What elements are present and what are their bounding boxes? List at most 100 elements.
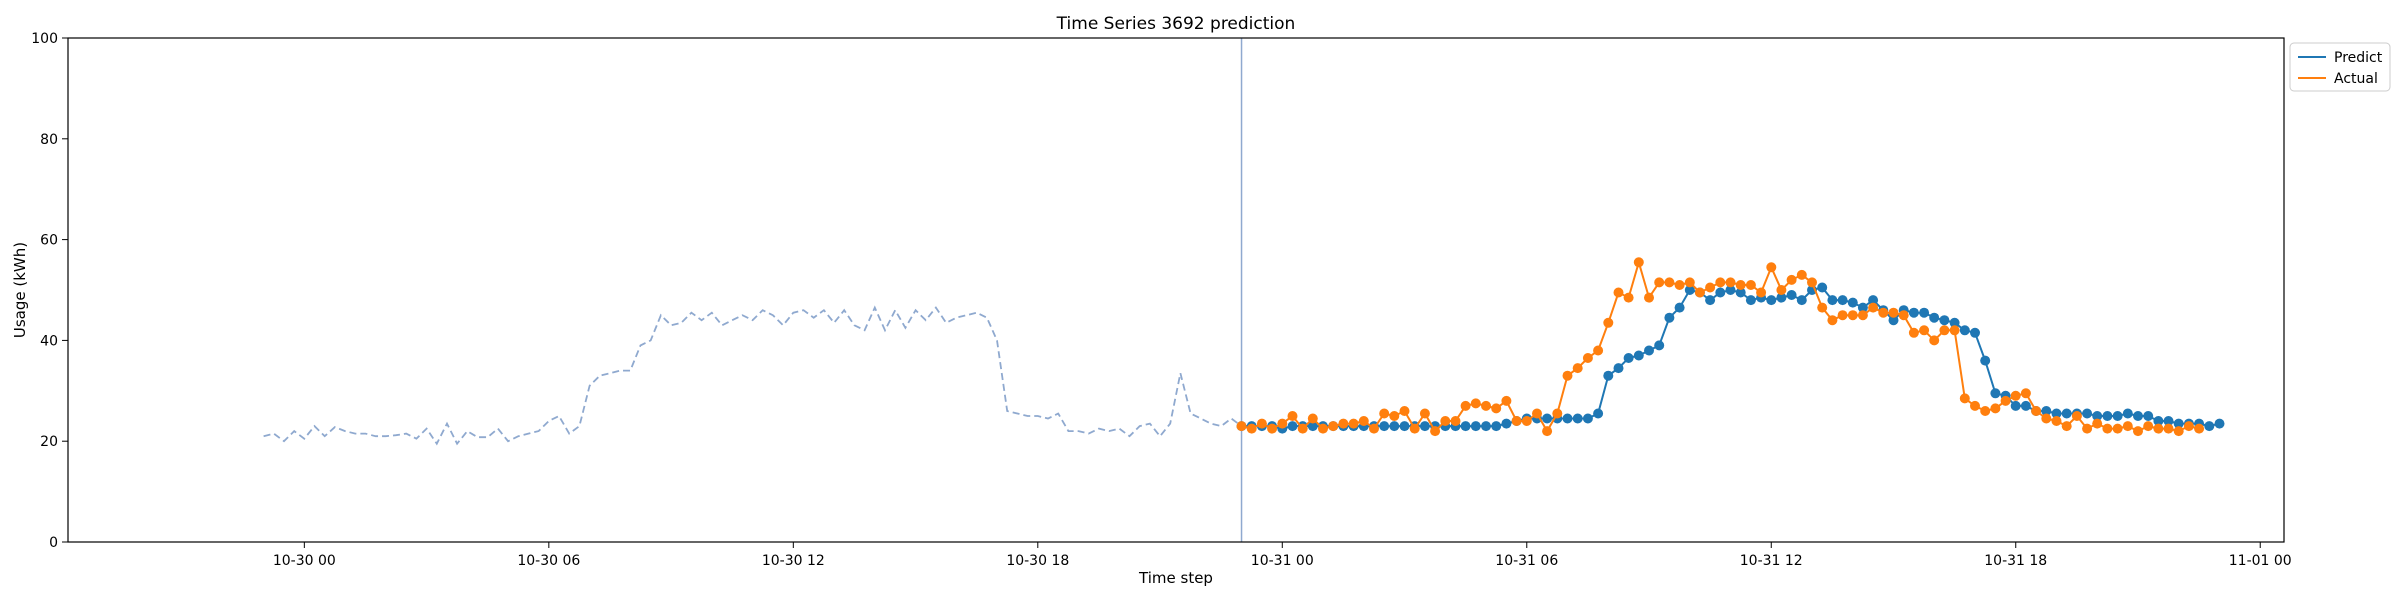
data-point	[1379, 408, 1390, 419]
y-tick-label: 0	[49, 535, 58, 551]
data-point	[2153, 416, 2164, 426]
data-point	[1970, 327, 1980, 338]
plot-frame	[67, 37, 2285, 543]
data-point	[1277, 418, 1288, 429]
data-point	[1307, 421, 1318, 432]
data-point	[1878, 307, 1889, 318]
data-point	[2051, 416, 2062, 426]
x-tick-label: 10-31 06	[1495, 553, 1558, 569]
data-point	[1756, 287, 1767, 298]
data-point	[1256, 418, 1267, 429]
data-point	[1786, 274, 1797, 285]
legend: Predict Actual	[2289, 42, 2391, 92]
data-point	[1959, 393, 1970, 404]
data-point	[1868, 302, 1879, 313]
data-point	[2122, 421, 2133, 432]
data-point	[1796, 269, 1807, 280]
data-point	[1776, 292, 1787, 303]
y-axis: 0 20 40 60 80 100	[31, 31, 68, 551]
data-point	[1684, 277, 1695, 288]
y-tick-label: 100	[31, 31, 58, 47]
y-tick-label: 40	[40, 333, 58, 349]
data-point	[2031, 406, 2042, 416]
data-point	[1542, 426, 1553, 437]
x-tick-label: 10-31 12	[1740, 553, 1803, 569]
data-point	[2010, 390, 2021, 401]
x-tick-label: 10-30 06	[517, 553, 580, 569]
data-point	[1613, 287, 1624, 298]
data-point	[1521, 416, 1532, 426]
data-point	[1735, 280, 1746, 290]
data-point	[1287, 421, 1298, 432]
data-point	[1389, 411, 1400, 421]
data-point	[1990, 403, 2001, 414]
data-point	[1817, 282, 1828, 293]
data-point	[1593, 408, 1604, 419]
data-point	[1593, 345, 1604, 356]
x-tick-label: 11-01 00	[2229, 553, 2292, 569]
data-point	[2010, 400, 2021, 411]
data-point	[1460, 421, 1471, 432]
data-point	[1440, 416, 1451, 426]
chart-title: Time Series 3692 prediction	[1056, 14, 1296, 34]
data-point	[1959, 325, 1970, 336]
data-point	[1664, 312, 1675, 323]
data-point	[1582, 413, 1593, 424]
data-point	[1542, 413, 1553, 424]
data-point	[2183, 421, 2194, 432]
data-point	[1399, 421, 1410, 432]
data-point	[1338, 418, 1349, 429]
y-axis-title: Usage (kWh)	[11, 242, 29, 338]
series-actual	[1236, 257, 2205, 437]
data-point	[1898, 310, 1909, 321]
data-point	[1644, 345, 1654, 356]
data-point	[1562, 370, 1573, 381]
data-point	[1786, 290, 1797, 300]
data-point	[1633, 257, 1644, 268]
data-point	[1735, 287, 1746, 298]
data-point	[2112, 411, 2123, 421]
data-point	[1980, 355, 1991, 366]
data-point	[1837, 295, 1848, 306]
data-point	[1491, 421, 1502, 432]
data-point	[1837, 310, 1848, 321]
data-point	[1358, 416, 1369, 426]
data-point	[1236, 421, 1247, 432]
data-point	[2082, 423, 2093, 434]
data-point	[1745, 295, 1756, 306]
data-point	[1970, 400, 1980, 411]
history-line	[263, 305, 1243, 446]
data-point	[1623, 292, 1634, 303]
data-point	[1766, 295, 1777, 306]
data-point	[1328, 421, 1339, 432]
data-point	[1389, 421, 1400, 432]
data-point	[1511, 416, 1522, 426]
data-point	[1949, 325, 1960, 336]
data-point	[2102, 423, 2113, 434]
data-point	[1552, 408, 1563, 419]
x-tick-label: 10-30 00	[273, 553, 336, 569]
data-point	[2122, 408, 2133, 419]
data-point	[1949, 317, 1960, 328]
y-tick-label: 20	[40, 434, 58, 450]
x-tick-label: 10-31 00	[1251, 553, 1314, 569]
series-line	[1241, 286, 2220, 430]
data-point	[1491, 403, 1502, 414]
data-point	[1460, 400, 1471, 411]
data-point	[1939, 315, 1950, 326]
data-point	[1654, 340, 1665, 351]
data-point	[1715, 287, 1726, 298]
data-point	[1776, 285, 1787, 295]
data-point	[2020, 388, 2031, 399]
x-axis-title: Time step	[1138, 569, 1213, 587]
data-point	[1430, 426, 1441, 437]
data-point	[2092, 411, 2103, 421]
data-point	[1450, 416, 1461, 426]
data-point	[1369, 423, 1379, 434]
data-point	[1603, 370, 1614, 381]
data-point	[1857, 310, 1868, 321]
data-point	[1827, 315, 1838, 326]
data-point	[1501, 418, 1512, 429]
data-point	[1623, 353, 1634, 363]
data-point	[1572, 413, 1583, 424]
